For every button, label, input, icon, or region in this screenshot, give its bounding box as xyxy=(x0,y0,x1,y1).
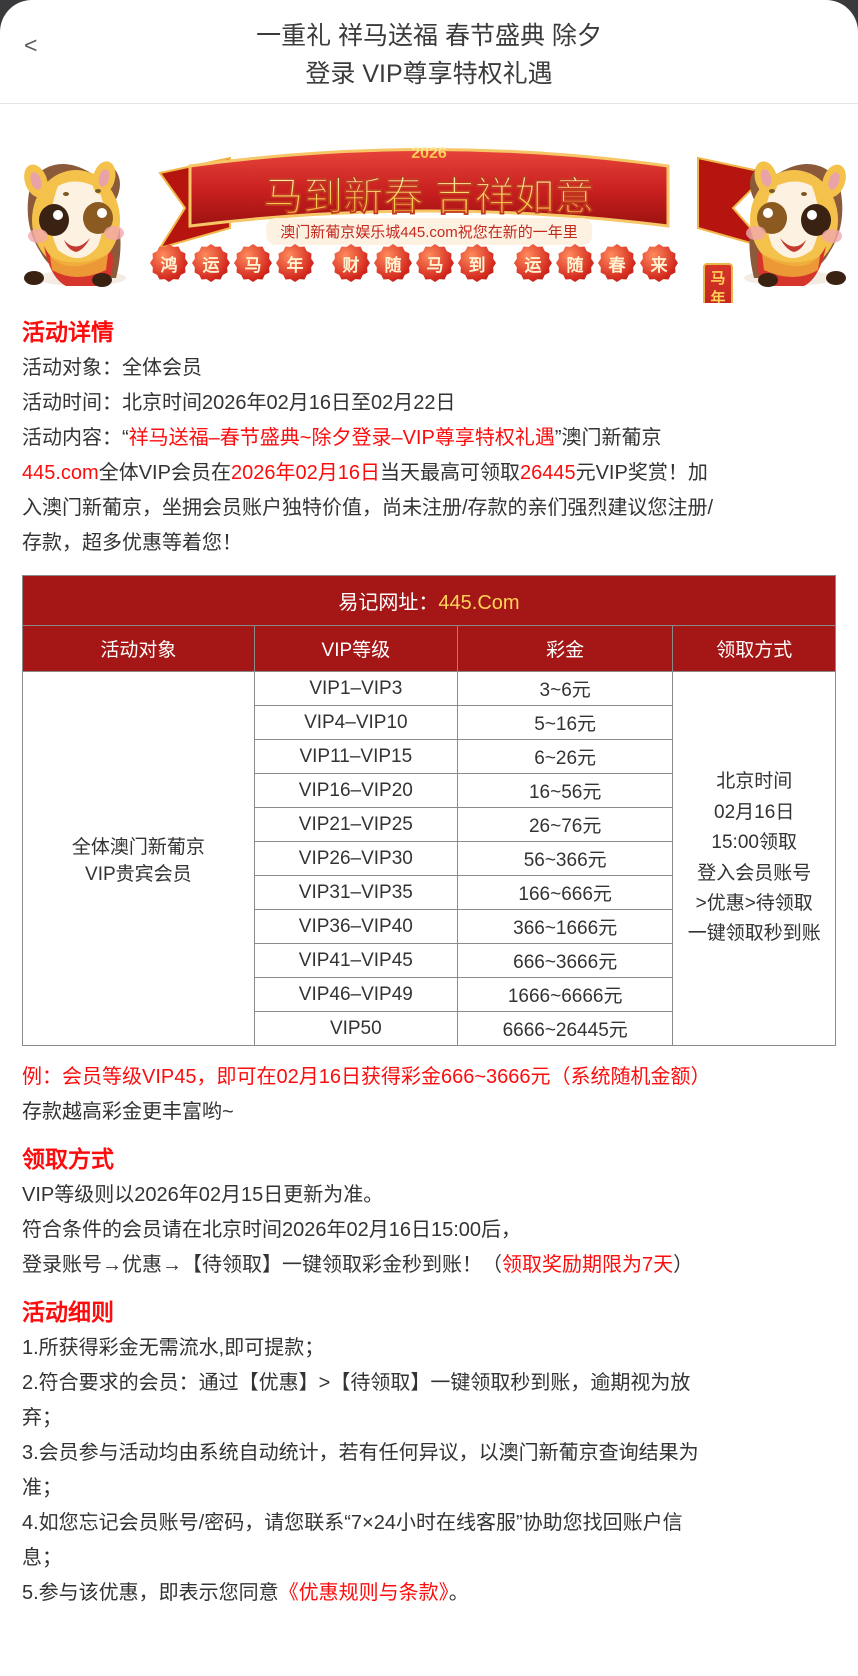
svg-text:2026: 2026 xyxy=(411,145,447,162)
svg-text:马到新春 吉祥如意: 马到新春 吉祥如意 xyxy=(263,175,594,219)
